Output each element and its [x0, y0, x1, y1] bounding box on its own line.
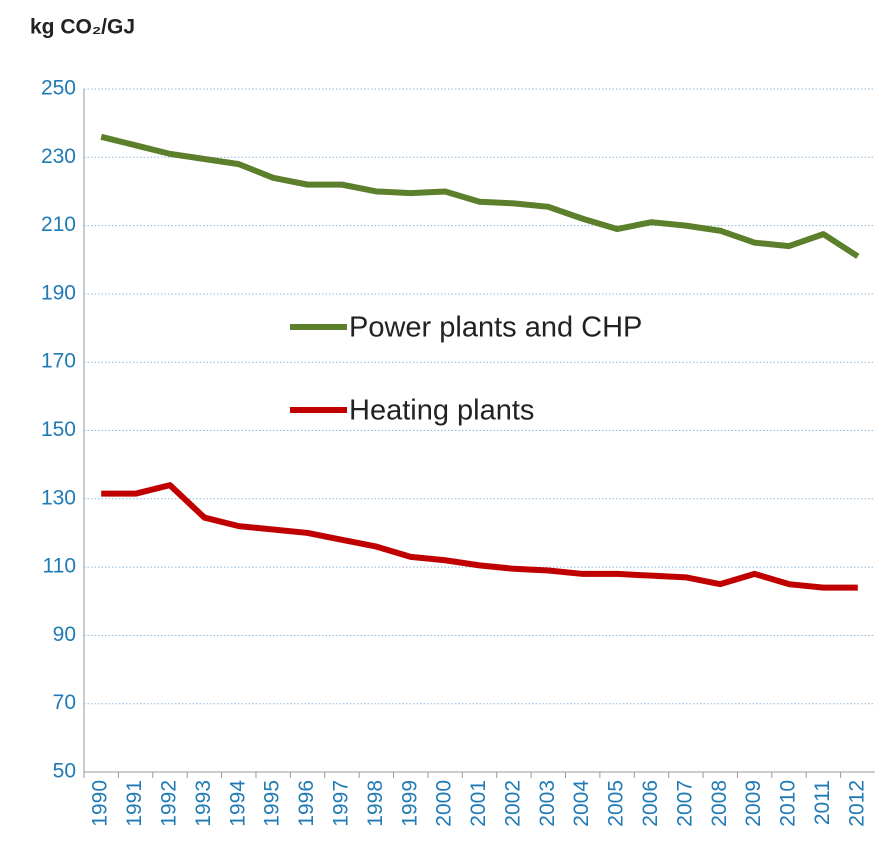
x-tick-label: 1995 [261, 780, 284, 827]
y-tick-label: 130 [41, 486, 76, 509]
x-tick-label: 2007 [673, 780, 696, 827]
x-tick-label: 2001 [467, 780, 490, 827]
x-tick-label: 2004 [570, 780, 593, 827]
series-line [101, 482, 858, 591]
x-tick-label: 1994 [226, 780, 249, 827]
y-tick-label: 90 [53, 623, 76, 646]
x-tick-label: 1997 [329, 780, 352, 827]
y-tick-label: 170 [41, 350, 76, 373]
y-tick-label: 210 [41, 213, 76, 236]
x-tick-label: 1998 [364, 780, 387, 827]
x-tick-label: 1999 [398, 780, 421, 827]
x-tick-label: 1990 [89, 780, 112, 827]
y-tick-label: 250 [41, 77, 76, 100]
y-tick-label: 190 [41, 281, 76, 304]
y-tick-label: 50 [53, 760, 76, 783]
legend-label: Heating plants [349, 395, 534, 427]
x-tick-label: 2011 [811, 780, 834, 825]
series-line [100, 133, 860, 259]
legend-label: Power plants and CHP [349, 312, 642, 344]
y-tick-label: 70 [53, 691, 76, 714]
x-tick-label: 2000 [433, 780, 456, 827]
x-tick-label: 2012 [845, 780, 868, 827]
x-tick-label: 2009 [742, 780, 765, 827]
x-tick-label: 2003 [536, 780, 559, 827]
x-tick-label: 1991 [123, 780, 146, 827]
y-axis-label: kg CO₂/GJ [30, 16, 135, 39]
x-tick-label: 2008 [708, 780, 731, 827]
x-tick-label: 2005 [605, 780, 628, 827]
y-tick-label: 150 [41, 418, 76, 441]
x-tick-label: 2002 [501, 780, 524, 827]
x-tick-label: 2010 [777, 780, 800, 827]
x-tick-label: 1996 [295, 780, 318, 827]
y-tick-label: 230 [41, 145, 76, 168]
y-tick-label: 110 [43, 555, 76, 578]
x-tick-label: 1993 [192, 780, 215, 827]
x-tick-label: 1992 [158, 780, 181, 827]
x-tick-label: 2006 [639, 780, 662, 827]
